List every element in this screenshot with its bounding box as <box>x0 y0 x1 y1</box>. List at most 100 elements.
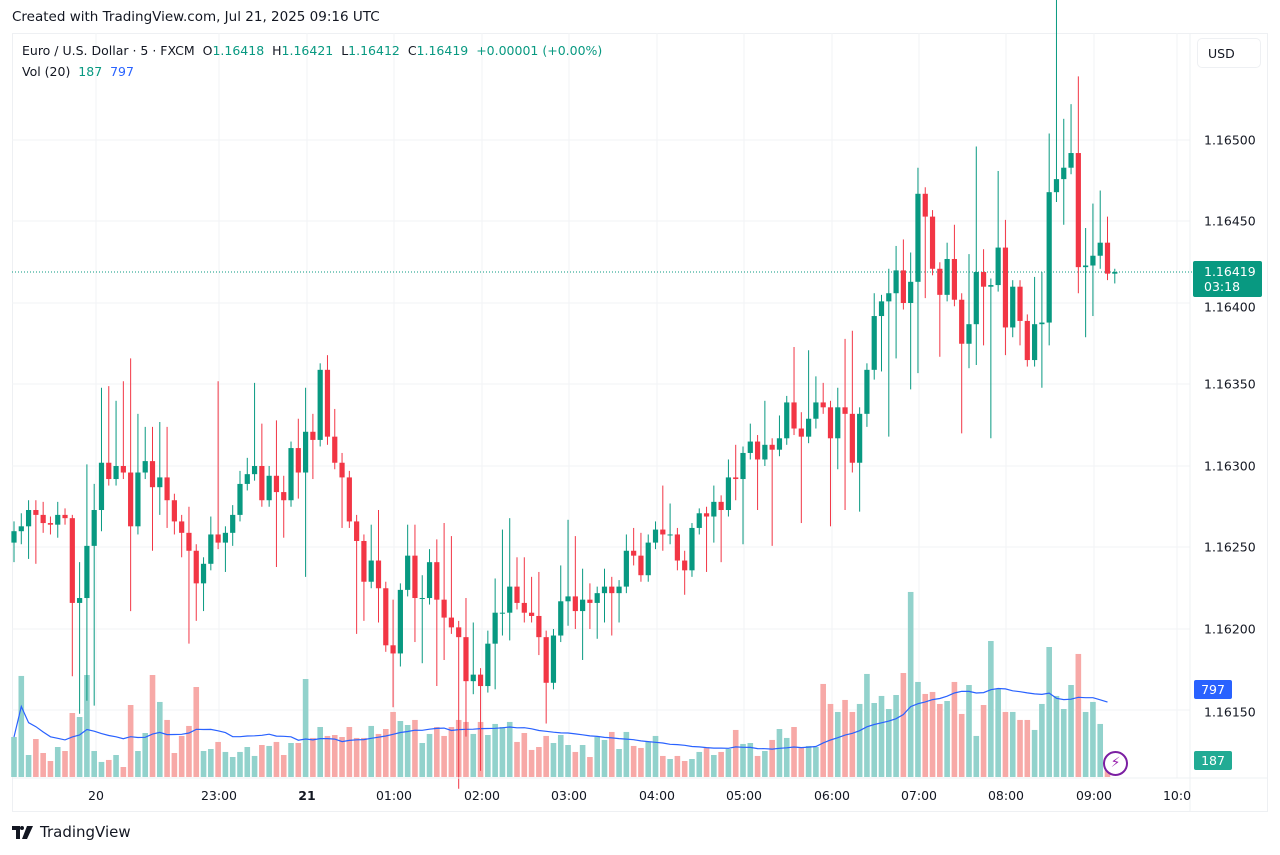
candle-body <box>149 461 156 488</box>
volume-bar <box>40 753 46 777</box>
volume-bar <box>951 681 958 777</box>
volume-bar <box>834 711 841 777</box>
candle-body <box>857 413 863 463</box>
volume-bar <box>769 739 775 777</box>
price-tick: 1.16500 <box>1204 132 1256 148</box>
candle-body <box>1046 192 1052 323</box>
volume-bar <box>157 701 163 777</box>
volume-bar <box>361 737 367 777</box>
volume-bar <box>390 711 396 777</box>
candle-body <box>332 436 338 463</box>
volume-bar <box>638 747 644 777</box>
candle-body <box>820 402 826 408</box>
candle-body <box>397 589 403 654</box>
volume-legend[interactable]: Vol (20) 187 797 <box>22 64 134 79</box>
time-tick: 10:0 <box>1162 788 1192 803</box>
candle-body <box>827 407 834 439</box>
candle-body <box>434 562 440 600</box>
volume-bar <box>1009 711 1016 777</box>
volume-bar <box>492 723 498 777</box>
candle-body <box>908 281 914 303</box>
volume-bar <box>711 755 717 777</box>
candle-body <box>346 477 352 522</box>
candle-body <box>499 612 506 614</box>
volume-bar <box>331 735 338 777</box>
volume-bar <box>273 741 280 777</box>
candle-body <box>1068 153 1074 168</box>
volume-bar <box>805 745 812 777</box>
volume-bar <box>1017 719 1023 777</box>
volume-bar <box>215 741 221 777</box>
close-value: 1.16419 <box>416 43 469 58</box>
volume-bar <box>113 755 119 777</box>
bar-countdown: 03:18 <box>1204 279 1241 294</box>
candle-body <box>1104 242 1111 274</box>
created-caption: Created with TradingView.com, Jul 21, 20… <box>12 9 380 25</box>
candle-body <box>543 637 549 683</box>
candle-body <box>1032 324 1038 361</box>
volume-bar <box>47 761 54 777</box>
volume-bar <box>463 721 469 777</box>
volume-bar <box>76 717 83 777</box>
candle-body <box>281 492 287 501</box>
volume-bar <box>514 741 520 777</box>
volume-bar <box>186 725 192 777</box>
candle-body <box>492 612 498 644</box>
price-tick: 1.16300 <box>1204 458 1256 474</box>
volume-bar <box>594 737 600 777</box>
volume-bar <box>434 727 440 777</box>
volume-value: 187 <box>78 64 103 79</box>
candle-body <box>616 586 622 594</box>
currency-button[interactable]: USD <box>1197 38 1261 68</box>
volume-bar <box>550 743 557 777</box>
candle-body <box>871 316 877 370</box>
volume-bar <box>135 751 141 777</box>
candle-body <box>769 444 775 450</box>
candle-body <box>1024 320 1030 361</box>
tradingview-logo[interactable]: TradingView <box>12 823 131 841</box>
volume-bar <box>324 735 331 777</box>
volume-bar <box>1082 711 1089 777</box>
candle-body <box>324 369 331 437</box>
candle-body <box>317 369 323 440</box>
volume-bar <box>958 713 965 777</box>
volume-bar <box>310 737 316 777</box>
volume-bar <box>528 749 535 777</box>
candle-body <box>142 461 148 473</box>
lightning-icon[interactable]: ⚡ <box>1103 751 1128 776</box>
candle-body <box>368 560 374 582</box>
volume-bar <box>689 759 695 777</box>
time-tick: 21 <box>298 788 316 803</box>
volume-bar <box>105 759 112 777</box>
volume-bar <box>754 755 761 777</box>
volume-ma-axis-label: 797 <box>1194 680 1232 699</box>
candle-body <box>776 438 783 450</box>
time-tick: 05:00 <box>725 788 763 803</box>
candle-body <box>419 598 425 600</box>
tradingview-logo-icon <box>12 825 33 839</box>
volume-bar <box>178 735 185 777</box>
candle-body <box>740 452 746 480</box>
candle-body <box>1002 247 1009 328</box>
candle-body <box>711 501 717 517</box>
volume-bar <box>441 735 447 777</box>
candle-body <box>973 272 979 325</box>
candle-body <box>929 216 936 269</box>
candle-body <box>842 407 848 414</box>
candle-body <box>11 531 17 543</box>
volume-bar <box>98 761 105 777</box>
volume-bar <box>966 685 972 777</box>
candle-body <box>485 643 491 687</box>
volume-bar <box>937 703 943 777</box>
volume-bar <box>54 747 61 777</box>
volume-bar <box>69 713 76 777</box>
volume-bar <box>193 687 200 777</box>
candle-body <box>106 462 112 480</box>
volume-bar <box>295 743 302 777</box>
volume-bar <box>506 721 513 777</box>
candle-body <box>62 514 68 519</box>
symbol-legend[interactable]: Euro / U.S. Dollar · 5 · FXCM O1.16418 H… <box>22 43 602 58</box>
candle-body <box>733 477 739 480</box>
candle-body <box>222 532 229 543</box>
